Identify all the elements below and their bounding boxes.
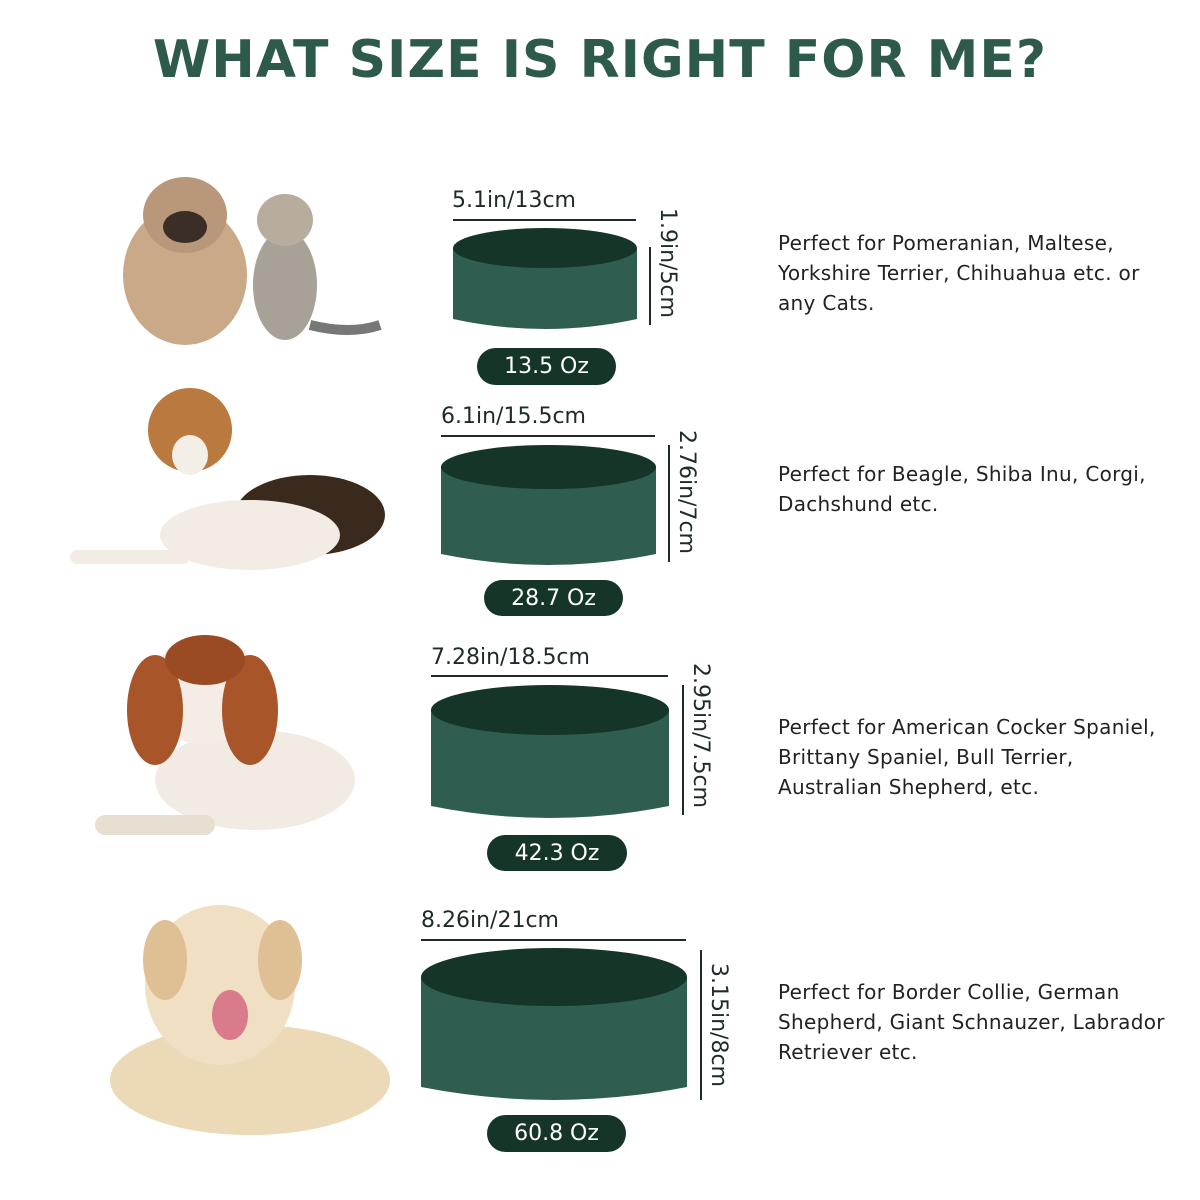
- beagle-image: [70, 388, 385, 570]
- size-description: Perfect for Pomeranian, Maltese, Yorkshi…: [778, 231, 1140, 315]
- size-description: Perfect for American Cocker Spaniel, Bri…: [778, 715, 1156, 799]
- height-line: [682, 685, 684, 815]
- width-line: [421, 939, 686, 941]
- width-label: 6.1in/15.5cm: [441, 404, 586, 429]
- puppy-and-kitten-image: [123, 177, 382, 345]
- width-line: [453, 219, 636, 221]
- size-description: Perfect for Beagle, Shiba Inu, Corgi, Da…: [778, 462, 1146, 516]
- width-label: 8.26in/21cm: [421, 908, 559, 933]
- height-line: [668, 445, 670, 562]
- spaniel-image: [95, 635, 355, 835]
- height-label: 2.76in/7cm: [674, 430, 699, 554]
- height-line: [700, 950, 702, 1100]
- width-line: [431, 675, 668, 677]
- capacity-badge: 42.3 Oz: [487, 835, 627, 871]
- height-label: 2.95in/7.5cm: [688, 663, 713, 808]
- width-label: 7.28in/18.5cm: [431, 645, 590, 670]
- bowl-medium: [441, 445, 656, 565]
- width-label: 5.1in/13cm: [452, 188, 576, 213]
- bowl-extra-large: [421, 948, 687, 1100]
- height-line: [649, 247, 651, 325]
- size-description: Perfect for Border Collie, German Shephe…: [778, 980, 1165, 1064]
- bowl-small: [453, 228, 637, 329]
- bowl-large: [431, 685, 669, 818]
- capacity-badge: 28.7 Oz: [484, 580, 623, 616]
- page-title: WHAT SIZE IS RIGHT FOR ME?: [152, 30, 1048, 90]
- labrador-image: [110, 905, 390, 1135]
- capacity-badge: 60.8 Oz: [487, 1115, 626, 1152]
- height-label: 1.9in/5cm: [655, 208, 680, 318]
- height-label: 3.15in/8cm: [706, 963, 731, 1087]
- capacity-badge: 13.5 Oz: [477, 348, 616, 385]
- width-line: [441, 435, 655, 437]
